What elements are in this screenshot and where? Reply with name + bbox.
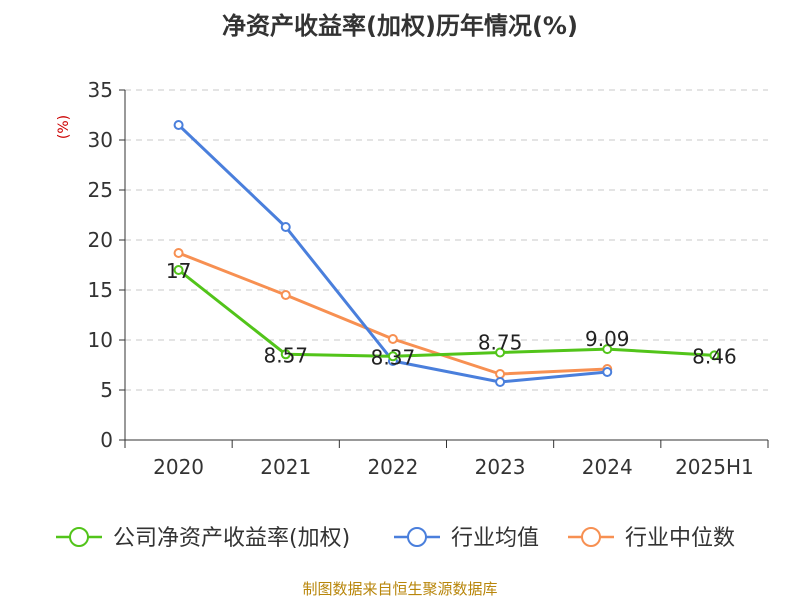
series-line-0 xyxy=(177,268,716,358)
data-point-2 xyxy=(280,290,291,300)
data-point-1 xyxy=(495,377,506,387)
data-point-2 xyxy=(173,248,184,258)
data-label: 8.46 xyxy=(692,344,737,368)
y-tick-label: 15 xyxy=(88,278,113,302)
data-point-0 xyxy=(173,265,184,275)
data-point-1 xyxy=(280,222,291,232)
legend-marker-2 xyxy=(581,527,601,547)
y-tick-label: 20 xyxy=(88,228,113,252)
data-point-0 xyxy=(280,349,291,360)
data-label: 8.57 xyxy=(263,343,308,367)
data-label: 8.75 xyxy=(478,331,523,355)
grid-lines xyxy=(125,89,768,391)
legend-marker-0 xyxy=(69,527,89,547)
y-tick-label: 10 xyxy=(88,328,113,352)
x-tick-label: 2021 xyxy=(260,455,311,479)
data-point-1 xyxy=(602,367,613,377)
data-label: 8.37 xyxy=(371,345,416,369)
x-tick-label: 2025H1 xyxy=(675,455,754,479)
data-point-0 xyxy=(387,351,398,362)
y-tick-label: 25 xyxy=(88,178,113,202)
legend-marker-1 xyxy=(407,527,427,547)
data-source-note: 制图数据来自恒生聚源数据库 xyxy=(302,580,498,598)
data-point-0 xyxy=(495,347,506,358)
x-tick-label: 2024 xyxy=(582,455,633,479)
y-tick-label: 30 xyxy=(88,128,113,152)
y-tick-label: 35 xyxy=(88,78,113,102)
data-point-2 xyxy=(387,334,398,344)
legend-label-2: 行业中位数 xyxy=(625,526,735,551)
series-lines xyxy=(173,120,720,387)
data-label: 17 xyxy=(166,259,191,283)
data-point-1 xyxy=(173,120,184,130)
data-point-2 xyxy=(495,369,506,379)
x-tick-label: 2023 xyxy=(475,455,526,479)
chart-title: 净资产收益率(加权)历年情况(%) xyxy=(222,12,578,40)
data-point-0 xyxy=(602,344,613,355)
legend-label-0: 公司净资产收益率(加权) xyxy=(113,526,350,551)
x-tick-label: 2022 xyxy=(367,455,418,479)
data-label: 9.09 xyxy=(585,327,630,351)
data-labels: 17 8.57 8.37 8.75 9.09 8.46 xyxy=(166,259,737,369)
y-tick-label: 5 xyxy=(100,378,113,402)
legend: 公司净资产收益率(加权) 行业均值 行业中位数 xyxy=(56,526,735,551)
legend-label-1: 行业均值 xyxy=(451,526,539,551)
y-axis-label: (%) xyxy=(56,115,72,139)
axes: 0 5 10 15 20 25 30 35 2020 2021 2022 2023 2024 2025H1 xyxy=(88,78,769,479)
data-point-0 xyxy=(709,350,720,361)
x-tick-label: 2020 xyxy=(153,455,204,479)
y-tick-label: 0 xyxy=(100,428,113,452)
